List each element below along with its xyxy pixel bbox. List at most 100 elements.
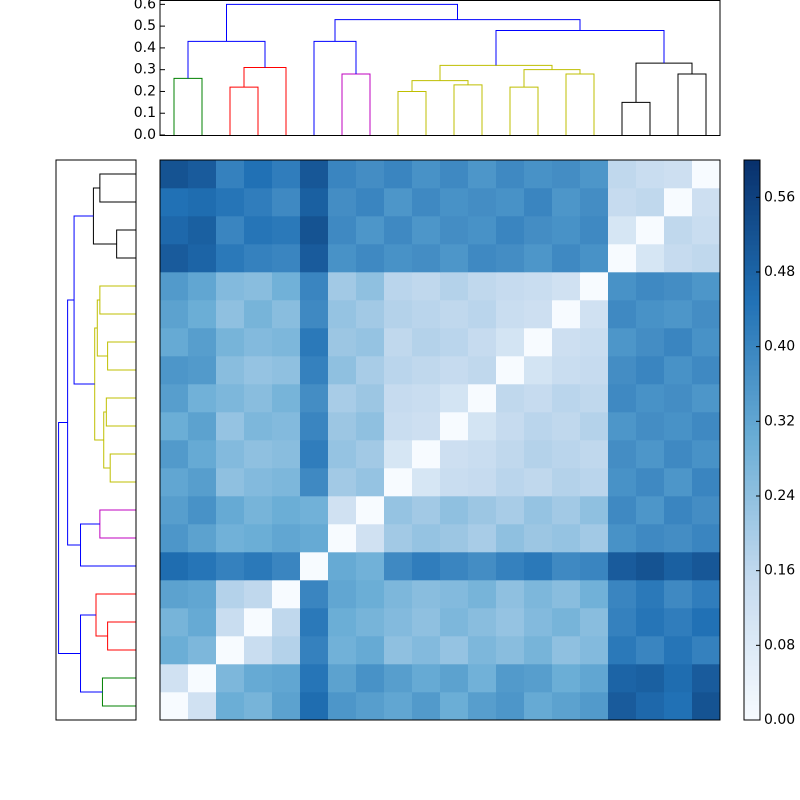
colorbar-step bbox=[744, 515, 760, 521]
heatmap-cell bbox=[664, 524, 693, 553]
heatmap-cell bbox=[188, 580, 217, 609]
heatmap-cell bbox=[216, 412, 245, 441]
heatmap-cell bbox=[440, 552, 469, 581]
heatmap-cell bbox=[412, 300, 441, 329]
heatmap-cell bbox=[160, 384, 189, 413]
heatmap-cell bbox=[608, 216, 637, 245]
colorbar-tick-label: 0.24 bbox=[764, 488, 795, 504]
heatmap-cell bbox=[244, 580, 273, 609]
heatmap-cell bbox=[328, 244, 357, 273]
heatmap-cell bbox=[692, 384, 721, 413]
colorbar-step bbox=[744, 565, 760, 571]
heatmap-cell bbox=[440, 356, 469, 385]
heatmap-cell bbox=[524, 608, 553, 637]
heatmap-cell bbox=[300, 216, 329, 245]
heatmap-cell bbox=[580, 300, 609, 329]
heatmap-cell bbox=[664, 440, 693, 469]
heatmap-cell bbox=[580, 412, 609, 441]
heatmap-cell bbox=[496, 244, 525, 273]
heatmap-cell bbox=[300, 384, 329, 413]
heatmap-cell bbox=[272, 692, 301, 721]
colorbar-step bbox=[744, 570, 760, 576]
heatmap-cell bbox=[692, 440, 721, 469]
heatmap-cell bbox=[664, 300, 693, 329]
heatmap-cell bbox=[356, 664, 385, 693]
heatmap-cell bbox=[524, 440, 553, 469]
heatmap-cell bbox=[328, 216, 357, 245]
heatmap-cell bbox=[692, 496, 721, 525]
heatmap-cell bbox=[356, 524, 385, 553]
heatmap-cell bbox=[300, 580, 329, 609]
left-dendrogram-link bbox=[95, 593, 136, 637]
heatmap-cell bbox=[328, 468, 357, 497]
colorbar-step bbox=[744, 245, 760, 251]
heatmap-cell bbox=[384, 636, 413, 665]
heatmap-cell bbox=[384, 384, 413, 413]
heatmap-cell bbox=[188, 412, 217, 441]
colorbar-step bbox=[744, 410, 760, 416]
heatmap-cell bbox=[608, 356, 637, 385]
heatmap-cell bbox=[468, 524, 497, 553]
heatmap-cell bbox=[636, 328, 665, 357]
heatmap-cell bbox=[272, 300, 301, 329]
heatmap-cell bbox=[300, 272, 329, 301]
heatmap-cell bbox=[412, 636, 441, 665]
colorbar-step bbox=[744, 455, 760, 461]
heatmap-cell bbox=[692, 216, 721, 245]
colorbar-step bbox=[744, 500, 760, 506]
heatmap-cell bbox=[692, 664, 721, 693]
heatmap-cell bbox=[272, 552, 301, 581]
heatmap-cell bbox=[412, 412, 441, 441]
colorbar-tick-label: 0.48 bbox=[764, 264, 795, 280]
heatmap-cell bbox=[272, 580, 301, 609]
heatmap-cell bbox=[272, 636, 301, 665]
heatmap-cell bbox=[580, 664, 609, 693]
colorbar-step bbox=[744, 670, 760, 676]
colorbar-step bbox=[744, 430, 760, 436]
colorbar-step bbox=[744, 510, 760, 516]
heatmap-cell bbox=[664, 272, 693, 301]
colorbar-step bbox=[744, 230, 760, 236]
heatmap-cell bbox=[272, 188, 301, 217]
heatmap-cell bbox=[524, 664, 553, 693]
heatmap-cell bbox=[216, 468, 245, 497]
heatmap-cell bbox=[608, 496, 637, 525]
colorbar-step bbox=[744, 660, 760, 666]
heatmap-cell bbox=[328, 160, 357, 189]
heatmap-cell bbox=[468, 328, 497, 357]
heatmap-cell bbox=[524, 216, 553, 245]
heatmap-cell bbox=[664, 636, 693, 665]
heatmap-cell bbox=[608, 692, 637, 721]
heatmap-cell bbox=[524, 412, 553, 441]
heatmap-cell bbox=[664, 244, 693, 273]
colorbar-step bbox=[744, 420, 760, 426]
colorbar-step bbox=[744, 690, 760, 696]
heatmap-cell bbox=[216, 216, 245, 245]
heatmap-cell bbox=[636, 496, 665, 525]
heatmap-cell bbox=[468, 608, 497, 637]
colorbar-tick-label: 0.32 bbox=[764, 413, 795, 429]
top-dendrogram-link bbox=[509, 86, 539, 135]
y-tick-label: 0.2 bbox=[134, 83, 156, 99]
heatmap-cell bbox=[328, 664, 357, 693]
heatmap-cell bbox=[328, 356, 357, 385]
heatmap-cell bbox=[636, 272, 665, 301]
heatmap-cell bbox=[216, 524, 245, 553]
heatmap-cell bbox=[664, 664, 693, 693]
colorbar-step bbox=[744, 495, 760, 501]
heatmap-cell bbox=[692, 524, 721, 553]
heatmap-cell bbox=[496, 216, 525, 245]
heatmap-cell bbox=[328, 552, 357, 581]
colorbar-step bbox=[744, 180, 760, 186]
left-dendrogram-link bbox=[116, 229, 136, 259]
heatmap-cell bbox=[160, 272, 189, 301]
left-dendrogram-link bbox=[107, 341, 136, 371]
colorbar-step bbox=[744, 365, 760, 371]
heatmap-cell bbox=[328, 300, 357, 329]
heatmap-cell bbox=[692, 356, 721, 385]
heatmap-cell bbox=[468, 356, 497, 385]
heatmap-cell bbox=[328, 188, 357, 217]
heatmap-cell bbox=[216, 664, 245, 693]
colorbar-step bbox=[744, 375, 760, 381]
heatmap-cell bbox=[496, 356, 525, 385]
